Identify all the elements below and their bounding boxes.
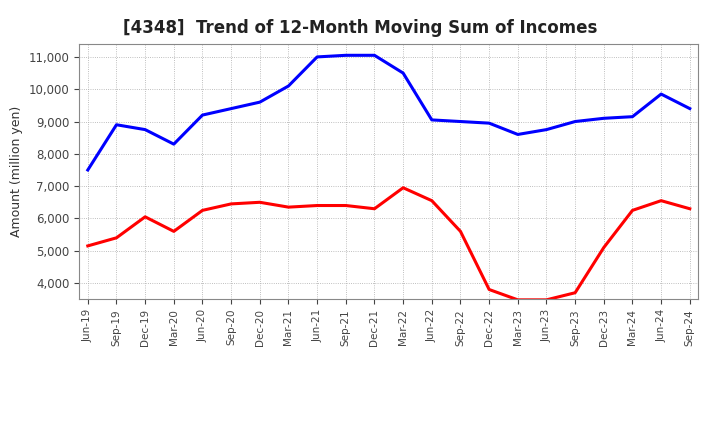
Ordinary Income [227,106,235,111]
Line: Net Income: Net Income [88,188,690,300]
Ordinary Income [284,83,293,88]
Net Income [84,243,92,249]
Ordinary Income [485,121,493,126]
Text: [4348]  Trend of 12-Month Moving Sum of Incomes: [4348] Trend of 12-Month Moving Sum of I… [122,19,597,37]
Ordinary Income [571,119,580,124]
Net Income [513,297,522,302]
Net Income [112,235,121,241]
Net Income [542,297,551,302]
Ordinary Income [370,53,379,58]
Ordinary Income [312,54,321,59]
Net Income [227,201,235,206]
Net Income [428,198,436,203]
Ordinary Income [141,127,150,132]
Ordinary Income [428,117,436,123]
Net Income [628,208,636,213]
Ordinary Income [628,114,636,119]
Net Income [198,208,207,213]
Ordinary Income [341,53,350,58]
Ordinary Income [256,99,264,105]
Net Income [169,229,178,234]
Ordinary Income [685,106,694,111]
Ordinary Income [456,119,465,124]
Net Income [312,203,321,208]
Net Income [685,206,694,211]
Ordinary Income [513,132,522,137]
Ordinary Income [198,113,207,118]
Net Income [485,287,493,292]
Net Income [456,229,465,234]
Net Income [370,206,379,211]
Ordinary Income [600,116,608,121]
Legend: Ordinary Income, Net Income: Ordinary Income, Net Income [221,439,557,440]
Ordinary Income [657,92,665,97]
Net Income [399,185,408,191]
Net Income [141,214,150,220]
Net Income [256,200,264,205]
Net Income [284,205,293,210]
Ordinary Income [112,122,121,128]
Net Income [657,198,665,203]
Ordinary Income [542,127,551,132]
Ordinary Income [399,70,408,76]
Ordinary Income [169,142,178,147]
Net Income [600,245,608,250]
Net Income [341,203,350,208]
Y-axis label: Amount (million yen): Amount (million yen) [10,106,23,237]
Line: Ordinary Income: Ordinary Income [88,55,690,170]
Ordinary Income [84,167,92,172]
Net Income [571,290,580,295]
